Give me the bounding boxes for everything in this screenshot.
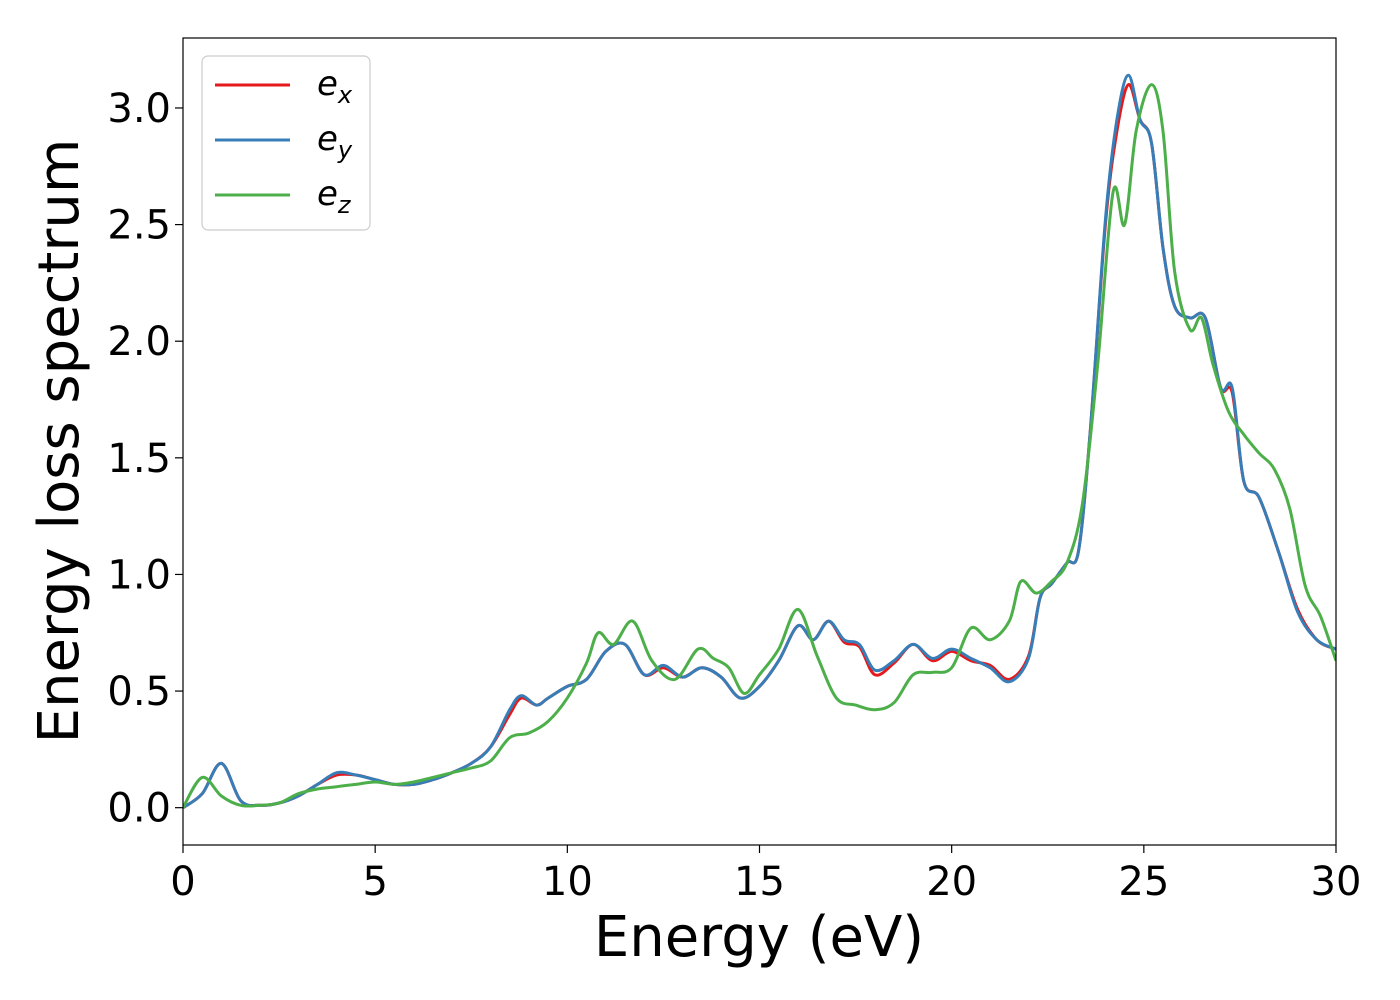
x-tick-label: 15 <box>734 859 785 905</box>
x-tick-label: 0 <box>170 859 195 905</box>
x-axis-title: Energy (eV) <box>594 905 924 970</box>
x-axis-ticks: 0 5 10 15 20 25 30 <box>170 845 1361 905</box>
x-tick-label: 30 <box>1311 859 1362 905</box>
y-axis-title: Energy loss spectrum <box>27 139 92 744</box>
series-line-ey <box>183 73 1336 809</box>
series-line-ez <box>183 83 1336 809</box>
y-tick-label: 0.5 <box>107 669 171 715</box>
y-tick-label: 2.0 <box>107 319 171 365</box>
y-tick-label: 2.5 <box>107 203 171 249</box>
series-layer <box>183 73 1336 809</box>
y-tick-label: 3.0 <box>107 86 171 132</box>
y-tick-label: 0.0 <box>107 786 171 832</box>
y-tick-label: 1.0 <box>107 552 171 598</box>
legend-box <box>201 55 371 231</box>
x-tick-label: 25 <box>1118 859 1169 905</box>
x-tick-label: 10 <box>542 859 593 905</box>
x-tick-label: 20 <box>926 859 977 905</box>
y-axis-ticks: 0.0 0.5 1.0 1.5 2.0 2.5 3.0 <box>107 86 183 832</box>
x-tick-label: 5 <box>362 859 387 905</box>
y-tick-label: 1.5 <box>107 436 171 482</box>
